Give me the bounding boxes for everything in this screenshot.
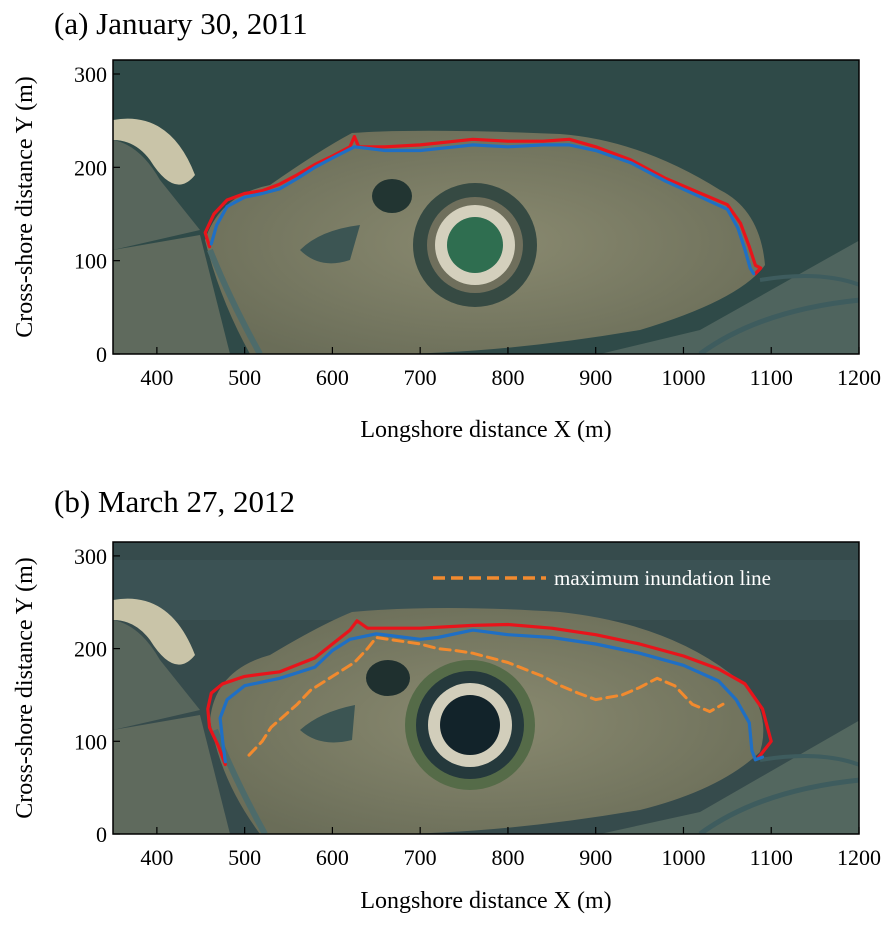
panel-a-plot (203, 134, 763, 276)
panel-a-y-label: Cross-shore distance Y (m) (12, 76, 38, 338)
panel-a-shoreline-blue (209, 143, 756, 276)
panel-b-y-ticks: 0 100 200 300 (74, 544, 120, 847)
panel-b-aerial-image (113, 542, 859, 834)
x-tick-label: 1200 (837, 365, 881, 390)
panel-a-y-ticks: 0 100 200 300 (74, 62, 120, 367)
y-tick-label: 100 (74, 249, 107, 274)
panel-b: (b) March 27, 2012 (12, 484, 881, 914)
x-tick-label: 1000 (661, 365, 705, 390)
panel-b-maximum-inundation-line (247, 636, 725, 757)
panel-b-plot (206, 619, 773, 767)
y-tick-label: 300 (74, 62, 107, 87)
panel-a-shoreline-red (203, 134, 763, 276)
x-tick-label: 1100 (750, 365, 793, 390)
x-tick-label: 900 (579, 845, 612, 870)
x-tick-label: 500 (228, 365, 261, 390)
x-tick-label: 500 (228, 845, 261, 870)
y-tick-label: 200 (74, 155, 107, 180)
panel-a-axes-frame (112, 59, 860, 355)
panel-b-shoreline-blue (218, 628, 765, 764)
x-tick-label: 400 (140, 845, 173, 870)
x-tick-label: 900 (579, 365, 612, 390)
panel-b-y-label: Cross-shore distance Y (m) (12, 557, 38, 819)
x-tick-label: 700 (404, 845, 437, 870)
panel-b-x-label: Longshore distance X (m) (360, 888, 611, 914)
panel-a-x-ticks: 400 500 600 700 800 900 1000 1100 1200 (140, 347, 881, 390)
panel-b-title: (b) March 27, 2012 (54, 484, 295, 519)
panel-a-x-label: Longshore distance X (m) (360, 417, 611, 443)
panel-a-lines (203, 134, 763, 276)
x-tick-label: 1000 (661, 845, 705, 870)
panel-b-x-ticks: 400 500 600 700 800 900 1000 1100 1200 (140, 827, 881, 870)
y-tick-label: 200 (74, 637, 107, 662)
panel-a-title: (a) January 30, 2011 (54, 6, 308, 41)
y-tick-label: 300 (74, 544, 107, 569)
panel-b-axes-frame (112, 541, 860, 835)
panel-b-lines (206, 619, 773, 767)
legend-label: maximum inundation line (554, 566, 771, 590)
y-tick-label: 100 (74, 729, 107, 754)
y-tick-label: 0 (96, 822, 107, 847)
panel-a-aerial-image (113, 60, 859, 354)
x-tick-label: 1100 (750, 845, 793, 870)
x-tick-label: 1200 (837, 845, 881, 870)
x-tick-label: 700 (404, 365, 437, 390)
panel-b-shoreline-red (206, 619, 773, 767)
x-tick-label: 600 (316, 845, 349, 870)
x-tick-label: 600 (316, 365, 349, 390)
x-tick-label: 800 (491, 845, 524, 870)
panel-b-legend: maximum inundation line (433, 566, 771, 590)
panel-a: (a) January 30, 2011 (12, 6, 881, 443)
x-tick-label: 400 (140, 365, 173, 390)
x-tick-label: 800 (491, 365, 524, 390)
y-tick-label: 0 (96, 342, 107, 367)
